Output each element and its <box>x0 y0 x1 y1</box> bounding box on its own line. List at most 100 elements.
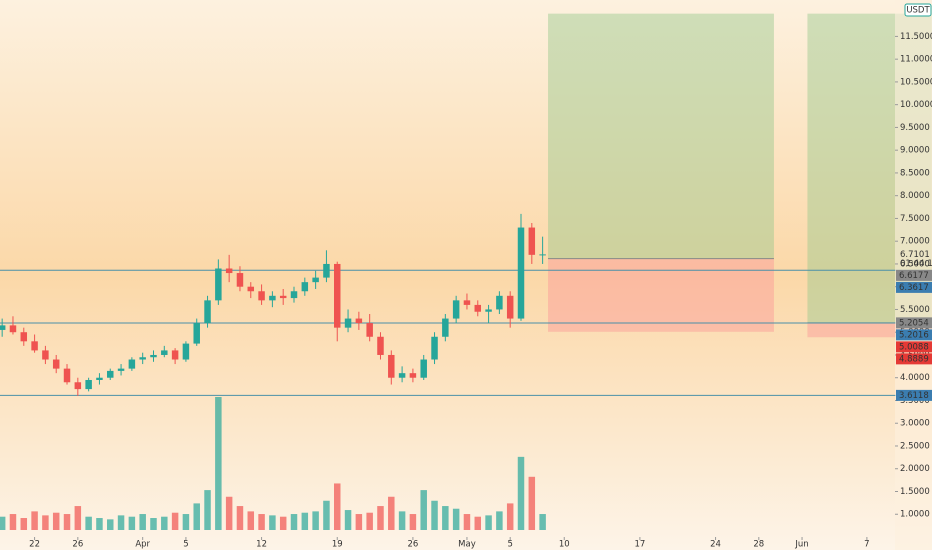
volume-bar <box>96 518 103 530</box>
candle-body <box>398 373 406 378</box>
volume-bar <box>171 512 179 530</box>
volume-bar <box>193 503 200 530</box>
y-tick-label: 2.0000 <box>900 464 930 474</box>
candle-body <box>452 300 460 319</box>
volume-bar <box>258 514 265 530</box>
volume-bar <box>366 512 373 530</box>
volume-bar <box>52 512 60 530</box>
candle-body <box>301 282 309 292</box>
candle-body <box>193 323 200 344</box>
volume-bar <box>215 397 222 530</box>
candle-body <box>528 227 536 255</box>
candle-body <box>85 379 92 390</box>
volume-bar <box>139 514 146 530</box>
quote-badge <box>904 3 932 17</box>
x-tick-label: 17 <box>634 540 645 550</box>
y-tick-label: 4.0000 <box>900 373 930 383</box>
stop-label-box <box>896 353 932 365</box>
candle-body <box>258 291 265 301</box>
volume-bar <box>204 490 211 530</box>
candle-body <box>539 254 546 256</box>
volume-bar <box>107 519 114 530</box>
volume-bar <box>398 511 406 530</box>
candle-body <box>215 268 222 301</box>
x-tick-label: Jun <box>794 540 808 550</box>
candle-body <box>474 304 482 312</box>
line-label: 5.2016 <box>899 330 929 340</box>
volume-bar <box>301 512 309 530</box>
candle-body <box>9 325 17 333</box>
candle-body <box>247 286 255 292</box>
x-tick-label: 19 <box>332 540 343 550</box>
y-tick-label: 11.0000 <box>900 55 932 65</box>
y-tick-label: 1.5000 <box>900 487 930 497</box>
candle-body <box>485 309 492 312</box>
candle-body <box>171 350 179 360</box>
volume-bar <box>63 514 71 530</box>
stop-label-box <box>896 341 932 353</box>
candle-body <box>236 273 244 287</box>
volume-bar <box>247 511 255 530</box>
candle-body <box>279 295 287 299</box>
candle-body <box>0 325 6 330</box>
candle-body <box>150 354 157 358</box>
candle-body <box>204 300 211 324</box>
candle-body <box>366 323 373 337</box>
entry-label-box <box>896 269 932 281</box>
y-tick-label: 6.5000 <box>900 259 930 269</box>
x-tick-label: 28 <box>753 540 764 550</box>
candle-body <box>161 350 168 355</box>
candle-body <box>409 373 417 378</box>
line-label: 6.3617 <box>899 283 929 293</box>
candle-body <box>323 263 330 278</box>
volume-bar <box>31 511 38 530</box>
price-axis: 1.0000 1.5000 2.0000 2.5000 3.0000 3.5000 4.00… <box>895 0 932 550</box>
y-tick-label: 2.5000 <box>900 441 930 451</box>
volume-bar <box>225 496 233 530</box>
volume-bar <box>496 511 503 530</box>
volume-bar <box>344 510 352 530</box>
y-tick-label: 11.5000 <box>900 32 932 42</box>
candle-body <box>463 300 471 305</box>
y-tick-label: 9.5000 <box>900 123 930 133</box>
x-tick-label: Apr <box>135 540 150 550</box>
candle-body <box>96 377 103 380</box>
x-tick-label: 5 <box>507 540 512 550</box>
x-tick-label: 24 <box>710 540 721 550</box>
candle-body <box>334 263 341 328</box>
line-label-box <box>896 281 932 293</box>
loss-zone <box>548 258 774 332</box>
volume-bar <box>452 508 460 530</box>
volume-bar <box>485 515 492 530</box>
x-tick-label: 12 <box>256 540 267 550</box>
y-tick-label: 3.0000 <box>900 419 930 429</box>
volume-bar <box>312 511 319 530</box>
candle-body <box>312 277 319 283</box>
entry-label: 5.2054 <box>899 318 929 328</box>
candle-body <box>344 318 352 328</box>
candle-body <box>139 357 146 360</box>
entry-label-box <box>896 317 932 329</box>
y-tick-label: 8.0000 <box>900 191 930 201</box>
volume-bar <box>85 516 92 530</box>
y-tick-label: 7.0000 <box>900 237 930 247</box>
candle-body <box>290 291 298 299</box>
candle-body <box>31 341 38 351</box>
volume-bar <box>42 515 49 530</box>
volume-bar <box>463 514 471 530</box>
candle-body <box>42 350 49 360</box>
line-label: 3.6118 <box>899 391 929 401</box>
volume-bar <box>161 516 168 530</box>
volume-bar <box>117 515 125 530</box>
volume-bar <box>323 500 330 530</box>
candle-body <box>377 336 384 355</box>
x-tick-label: 26 <box>72 540 83 550</box>
volume-bar <box>431 500 438 530</box>
volume-bar <box>528 476 536 530</box>
x-tick-label: 10 <box>559 540 570 550</box>
y-tick-label: 1.0000 <box>900 510 930 520</box>
last-price: 6.7101 <box>900 250 930 260</box>
volume-bar <box>182 514 190 530</box>
volume-bar <box>269 515 276 530</box>
